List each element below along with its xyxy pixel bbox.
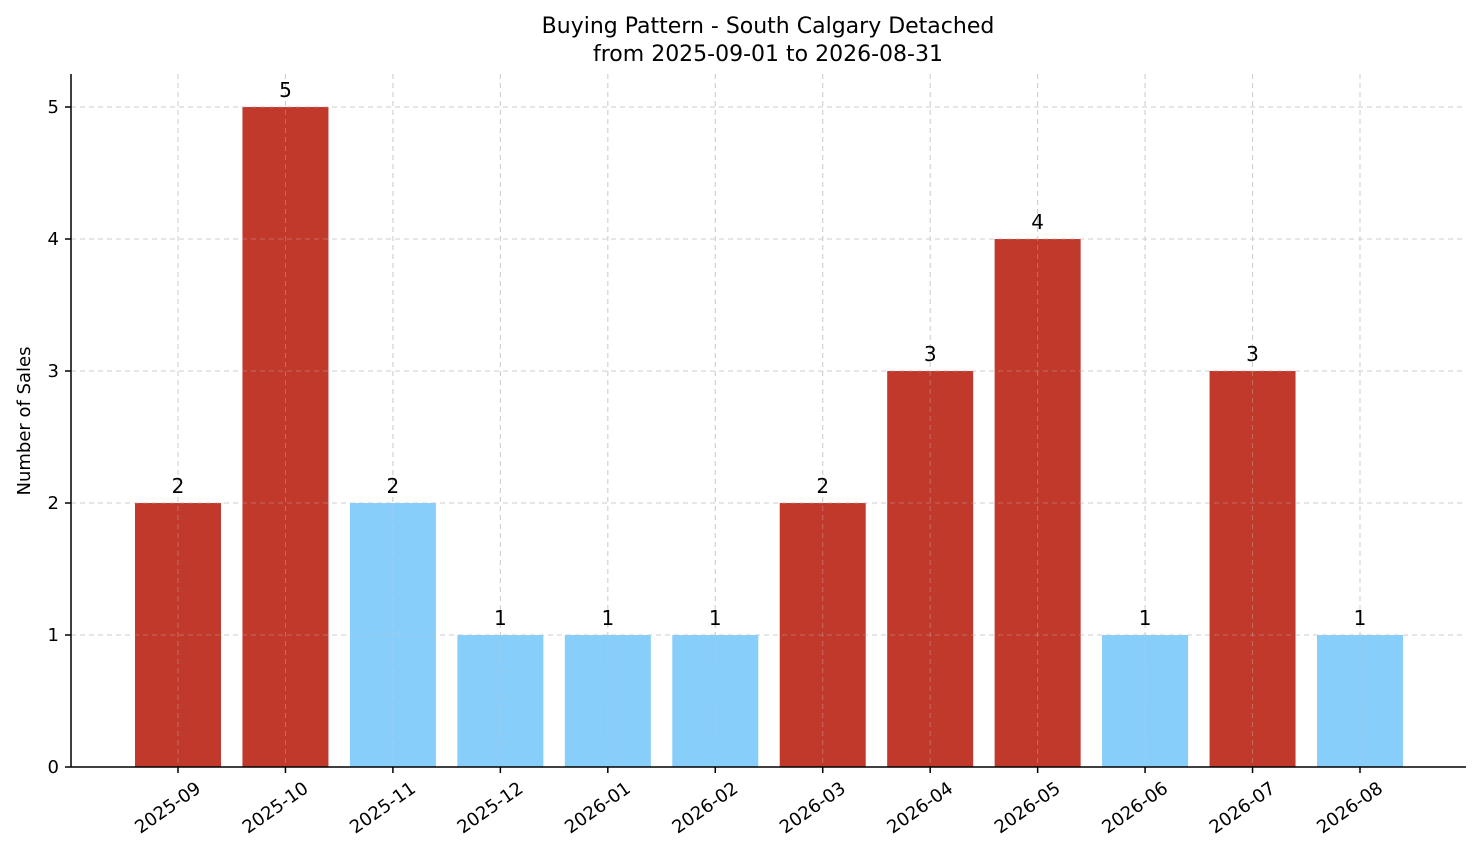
bar-value-label: 1 [1139,606,1152,630]
data-label-layer: 2 5 2 1 1 1 2 3 4 1 3 1 [172,78,1367,630]
x-tick-label: 2026-04 [883,778,957,838]
y-tick-label: 1 [48,625,59,646]
x-tick-label: 2026-08 [1313,778,1387,838]
bar [349,503,436,767]
x-tick-label: 2026-05 [991,778,1065,838]
bar-value-label: 1 [709,606,722,630]
x-tick-label: 2025-12 [454,778,528,838]
bar [564,635,651,767]
y-tick-label: 5 [48,97,59,118]
bar [887,371,974,767]
bar-value-label: 1 [601,606,614,630]
y-tick-label: 2 [48,493,59,514]
y-tick-label: 3 [48,361,59,382]
x-tick-label: 2026-01 [561,778,635,838]
bar-value-label: 2 [816,474,829,498]
bar-value-label: 2 [387,474,400,498]
bar-layer [71,74,1466,767]
bar-value-label: 2 [172,474,185,498]
bar [1317,635,1403,767]
y-tick-label: 4 [48,229,59,250]
x-tick-label: 2025-10 [239,778,313,838]
bar-value-label: 1 [494,606,507,630]
bar [1209,371,1296,767]
x-tick-label: 2026-02 [668,778,742,838]
chart-subtitle: from 2025-09-01 to 2026-08-31 [593,42,943,67]
bar [779,503,866,767]
y-axis-label: Number of Sales [14,346,35,495]
bar-value-label: 4 [1031,210,1044,234]
bar [1102,635,1189,767]
bar [457,635,544,767]
x-tick-label: 2025-09 [131,778,205,838]
chart-title: Buying Pattern - South Calgary Detached [542,14,995,39]
x-tick-label: 2025-11 [346,778,420,838]
bar-value-label: 3 [924,342,937,366]
x-tick-label: 2026-07 [1206,778,1280,838]
x-tick-label: 2026-03 [776,778,850,838]
x-tick-label: 2026-06 [1098,778,1172,838]
y-tick-label: 0 [48,757,59,778]
bar [672,635,759,767]
bar [994,239,1081,767]
bar-value-label: 3 [1246,342,1259,366]
bar-value-label: 1 [1354,606,1367,630]
bar-value-label: 5 [279,78,292,102]
bar [135,503,221,767]
bar [242,107,329,767]
